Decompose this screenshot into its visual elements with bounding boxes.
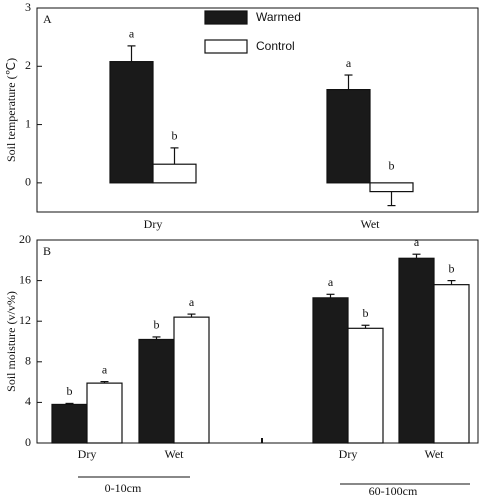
bar bbox=[152, 163, 197, 184]
y-tick-label: 20 bbox=[19, 232, 31, 246]
y-tick-label: 3 bbox=[25, 0, 31, 14]
y-tick-label: 0 bbox=[25, 175, 31, 189]
bar bbox=[369, 182, 414, 193]
x-tick-label: Dry bbox=[144, 217, 163, 231]
y-axis-label: Soil moisture (v/v%) bbox=[4, 291, 18, 392]
significance-label: b bbox=[449, 261, 455, 275]
legend-swatch bbox=[204, 39, 248, 54]
bar bbox=[109, 61, 154, 184]
x-tick-label: Wet bbox=[424, 447, 444, 461]
bar bbox=[86, 382, 123, 444]
y-tick-label: 16 bbox=[19, 272, 31, 286]
bar bbox=[173, 316, 210, 444]
x-tick-label: Dry bbox=[339, 447, 358, 461]
significance-label: b bbox=[154, 318, 160, 332]
bar bbox=[398, 257, 435, 444]
y-tick-label: 8 bbox=[25, 354, 31, 368]
legend-label: Control bbox=[256, 39, 295, 53]
plot-frame bbox=[36, 7, 479, 213]
y-tick-label: 4 bbox=[25, 394, 31, 408]
bar bbox=[138, 338, 175, 444]
plot-frame bbox=[36, 239, 479, 444]
x-tick-label: Wet bbox=[164, 447, 184, 461]
bar bbox=[51, 403, 88, 444]
bar bbox=[326, 88, 371, 184]
significance-label: a bbox=[102, 362, 108, 376]
group-label: 60-100cm bbox=[369, 484, 418, 498]
bar bbox=[433, 284, 470, 444]
significance-label: a bbox=[414, 235, 420, 249]
y-tick-label: 1 bbox=[25, 116, 31, 130]
y-axis-label: Soil temperature (℃) bbox=[4, 58, 18, 162]
x-tick-label: Wet bbox=[360, 217, 380, 231]
panel-label: A bbox=[43, 12, 52, 26]
legend-swatch bbox=[204, 10, 248, 25]
x-tick-label: Dry bbox=[78, 447, 97, 461]
bar bbox=[312, 297, 349, 444]
panel-label: B bbox=[43, 244, 51, 258]
significance-label: b bbox=[389, 158, 395, 172]
y-tick-label: 2 bbox=[25, 58, 31, 72]
significance-label: b bbox=[363, 306, 369, 320]
significance-label: a bbox=[346, 56, 352, 70]
legend-label: Warmed bbox=[256, 10, 301, 24]
significance-label: a bbox=[328, 275, 334, 289]
group-label: 0-10cm bbox=[105, 481, 142, 495]
bar bbox=[347, 327, 384, 444]
significance-label: b bbox=[67, 384, 73, 398]
y-tick-label: 0 bbox=[25, 435, 31, 449]
y-tick-label: 12 bbox=[19, 313, 31, 327]
significance-label: a bbox=[189, 295, 195, 309]
significance-label: b bbox=[172, 129, 178, 143]
significance-label: a bbox=[129, 27, 135, 41]
